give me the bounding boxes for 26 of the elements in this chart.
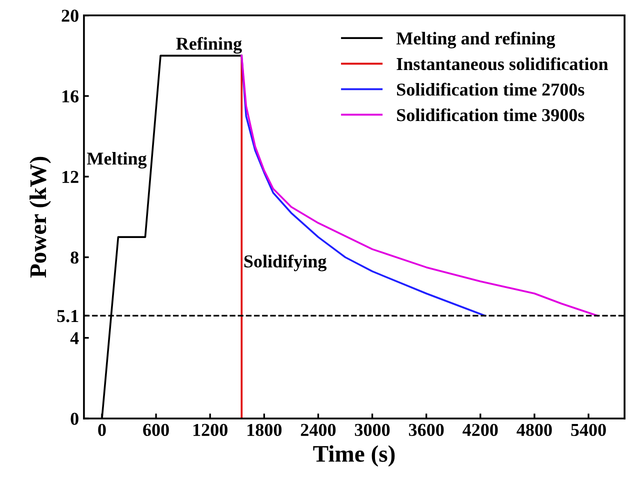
y-tick-label: 16	[62, 90, 79, 102]
x-tick-label: 4200	[462, 424, 498, 436]
legend-label: Solidification time 3900s	[397, 108, 584, 122]
x-tick-label: 2400	[300, 424, 336, 436]
x-tick-label: 1200	[193, 424, 228, 436]
y-tick-label: 0	[70, 412, 78, 425]
x-tick-label: 3000	[354, 424, 390, 436]
annotation: Solidifying	[244, 254, 327, 272]
y-tick-label: 8	[70, 251, 78, 264]
y-tick-label: 20	[62, 10, 78, 22]
x-tick-label: 3600	[408, 424, 444, 436]
y-axis-title: Power (kW)	[30, 156, 51, 278]
annotation: Melting	[86, 152, 147, 169]
y-tick-label: 12	[62, 170, 78, 183]
legend-label: Instantaneous solidification	[396, 57, 608, 70]
y-tick-label: 5.1	[57, 310, 78, 322]
x-axis-title: Time (s)	[313, 445, 395, 467]
x-tick-label: 0	[98, 424, 106, 436]
y-tick-label: 4	[70, 332, 79, 344]
annotation: Refining	[176, 36, 242, 54]
legend-label: Melting and refining	[396, 32, 556, 48]
x-tick-label: 1800	[248, 424, 282, 436]
legend-label: Solidification time 2700s	[397, 82, 584, 96]
x-tick-label: 5400	[571, 424, 606, 436]
x-tick-label: 4800	[516, 424, 552, 436]
x-tick-label: 600	[143, 424, 169, 436]
